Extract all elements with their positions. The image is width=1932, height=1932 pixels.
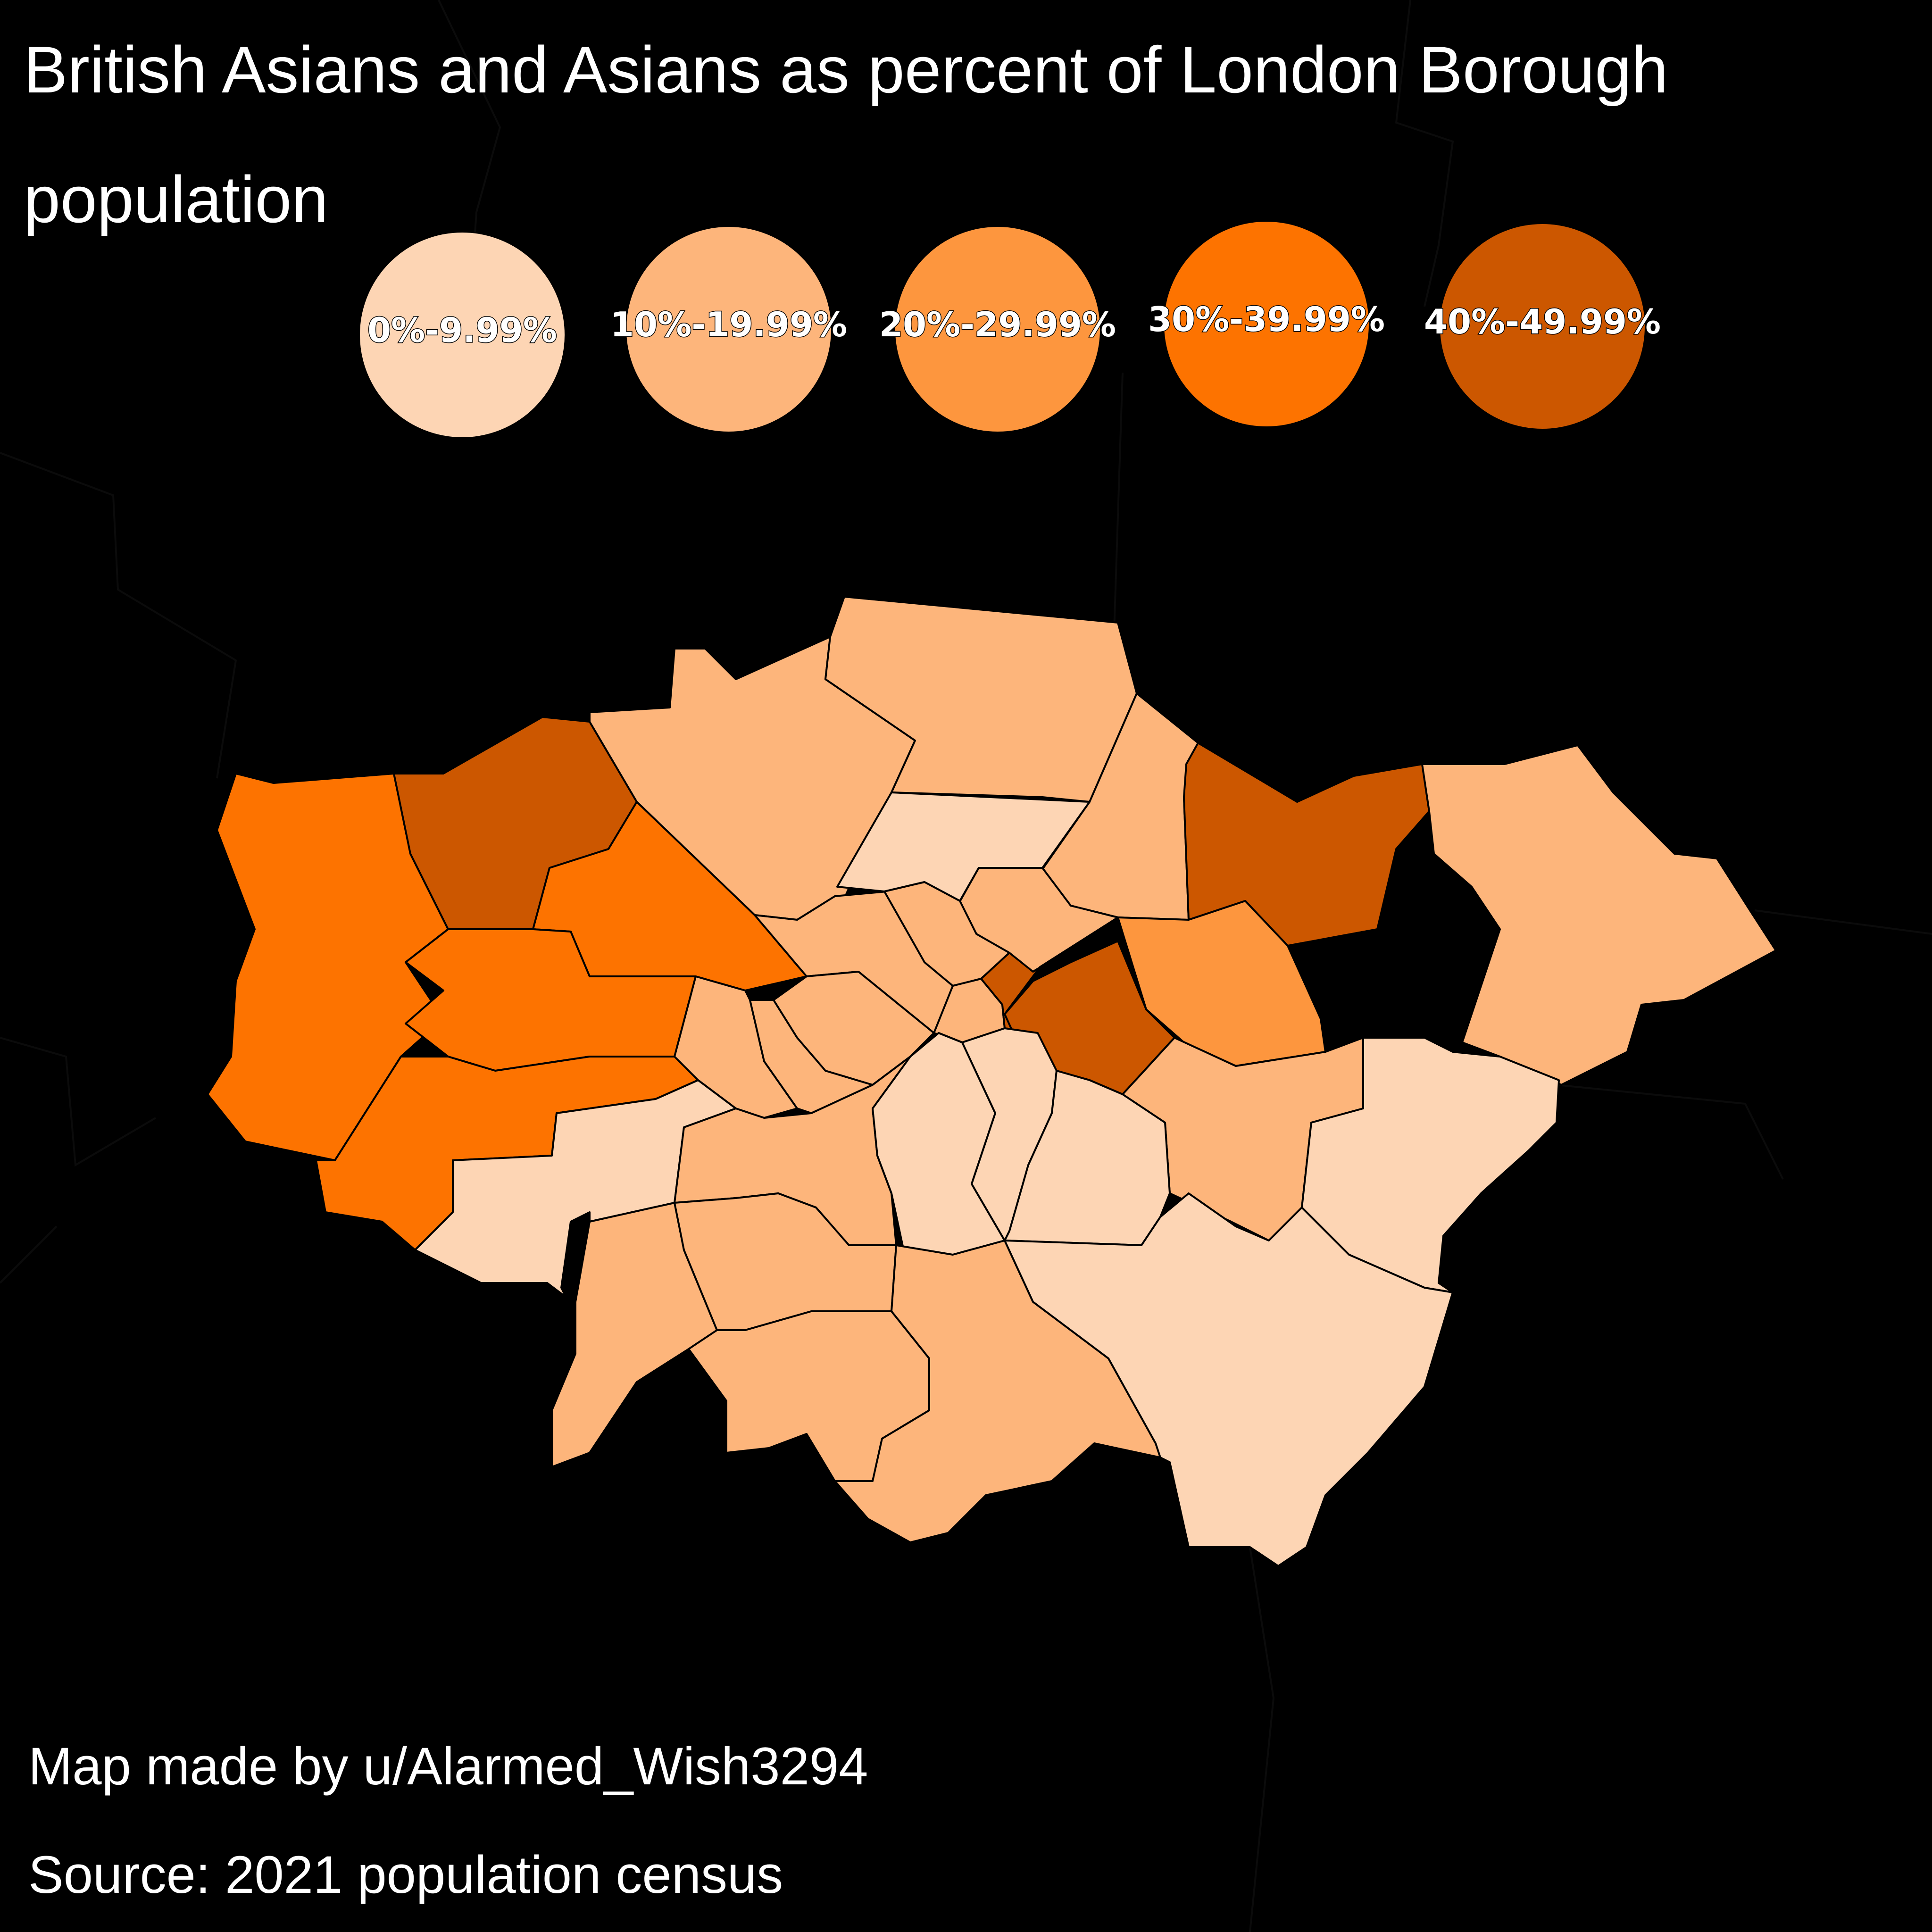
legend-item-band-4: 40%-49.99% bbox=[1423, 223, 1662, 430]
legend-label: 30%-39.99% bbox=[1147, 299, 1385, 340]
borough-regions bbox=[207, 596, 1777, 1567]
legend-item-band-3: 30%-39.99% bbox=[1147, 220, 1386, 428]
source-credit: Source: 2021 population census bbox=[28, 1845, 783, 1904]
legend-item-band-0: 0%-9.99% bbox=[358, 231, 566, 439]
region-barking-dagenham bbox=[1117, 900, 1326, 1067]
legend-label: 10%-19.99% bbox=[609, 304, 848, 345]
region-enfield bbox=[824, 596, 1138, 803]
legend-item-band-2: 20%-29.99% bbox=[878, 225, 1117, 433]
legend-label: 20%-29.99% bbox=[878, 304, 1116, 345]
map-title: British Asians and Asians as percent of … bbox=[24, 33, 1668, 236]
author-credit: Map made by u/Alarmed_Wish3294 bbox=[28, 1737, 868, 1796]
region-tower-hamlets bbox=[980, 916, 1119, 1034]
region-redbridge bbox=[1183, 742, 1430, 947]
region-havering bbox=[1421, 744, 1777, 1086]
legend-label: 0%-9.99% bbox=[367, 310, 558, 351]
legend-label: 40%-49.99% bbox=[1423, 301, 1661, 342]
legend-item-band-1: 10%-19.99% bbox=[609, 225, 848, 433]
region-bromley bbox=[1004, 1192, 1454, 1567]
region-hammersmith-fulham bbox=[674, 975, 798, 1119]
region-bexley bbox=[1301, 1037, 1560, 1293]
